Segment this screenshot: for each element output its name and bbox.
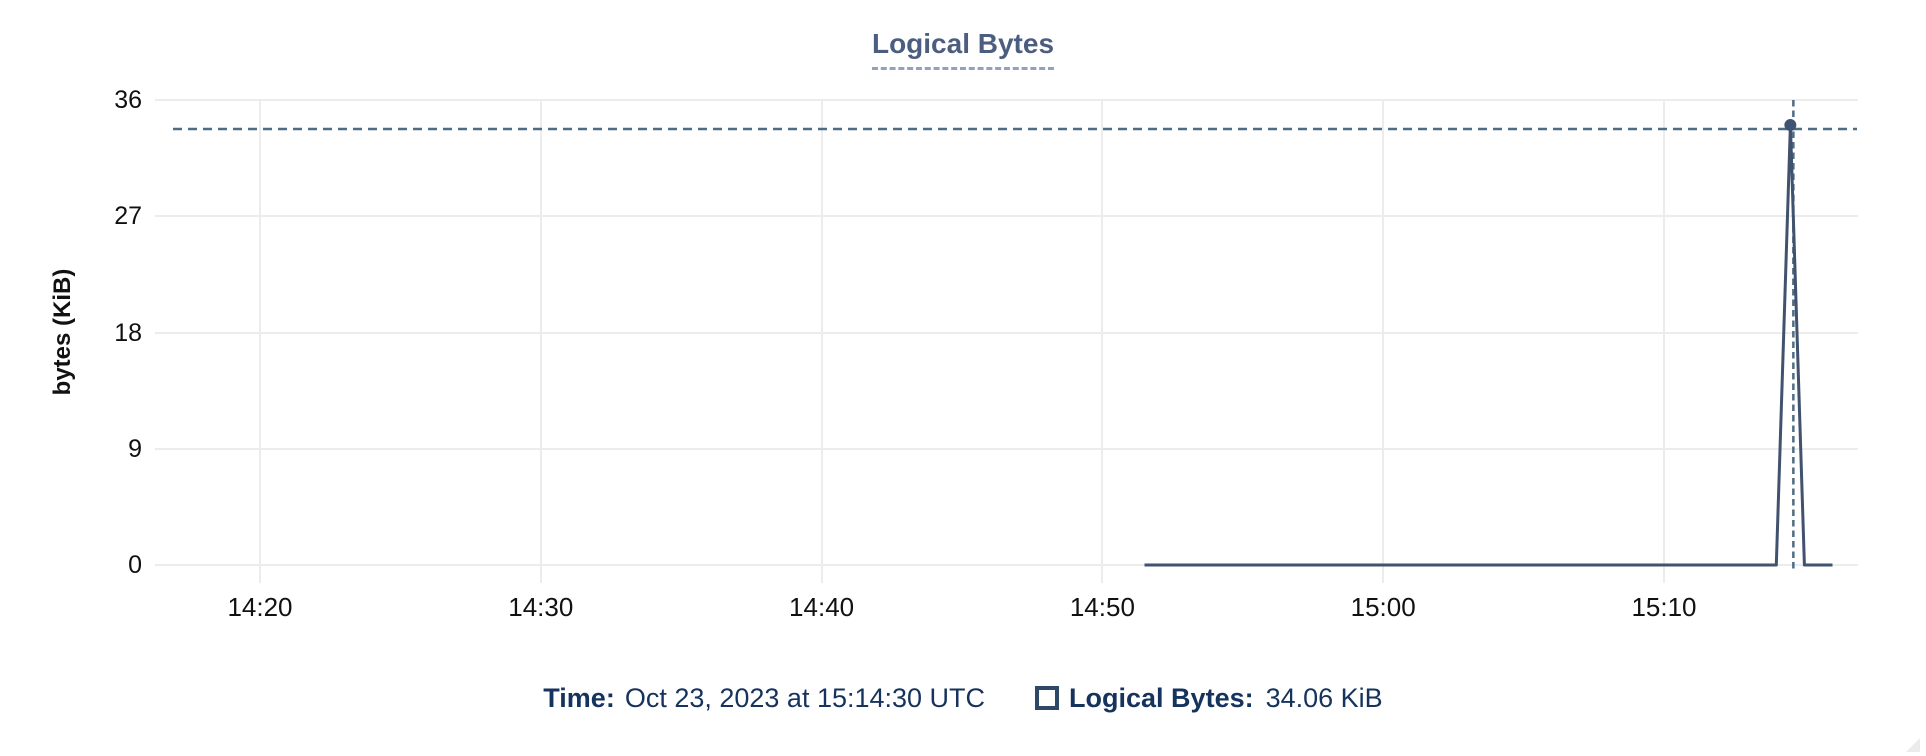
y-tick-label: 0 [128,551,142,579]
h-gridline [155,215,1858,218]
chart-title[interactable]: Logical Bytes [871,28,1055,70]
h-gridline [155,447,1858,450]
tooltip-time-label: Time: [543,682,615,713]
x-tick-label: 14:20 [227,592,293,622]
y-tick-label: 27 [114,202,142,231]
v-gridline [259,100,261,583]
tooltip-time-value: Oct 23, 2023 at 15:14:30 UTC [624,682,986,713]
y-tick-label: 9 [128,434,142,463]
v-gridline [1663,100,1665,583]
v-gridline [820,100,823,583]
h-gridline [155,331,1858,334]
v-gridline [539,100,542,583]
x-tick-label: 14:40 [789,592,855,622]
tooltip-series-label: Logical Bytes: [1069,682,1254,713]
h-gridline [155,99,1858,101]
tooltip-series-value: 34.06 KiB [1265,682,1383,713]
x-tick-label: 15:10 [1631,592,1697,622]
y-tick-label: 18 [114,318,142,347]
x-tick-label: 14:50 [1069,592,1135,622]
v-gridline [1382,100,1385,583]
series-swatch-icon [1035,686,1060,710]
x-tick-label: 15:00 [1350,592,1416,622]
v-gridline [1101,100,1104,583]
h-gridline [155,564,1858,566]
hover-tooltip: Time: Oct 23, 2023 at 15:14:30 UTC Logic… [0,680,1926,716]
y-tick-label: 36 [114,86,142,114]
resize-grip-icon[interactable] [1906,738,1920,752]
x-tick-label: 14:30 [508,592,574,622]
